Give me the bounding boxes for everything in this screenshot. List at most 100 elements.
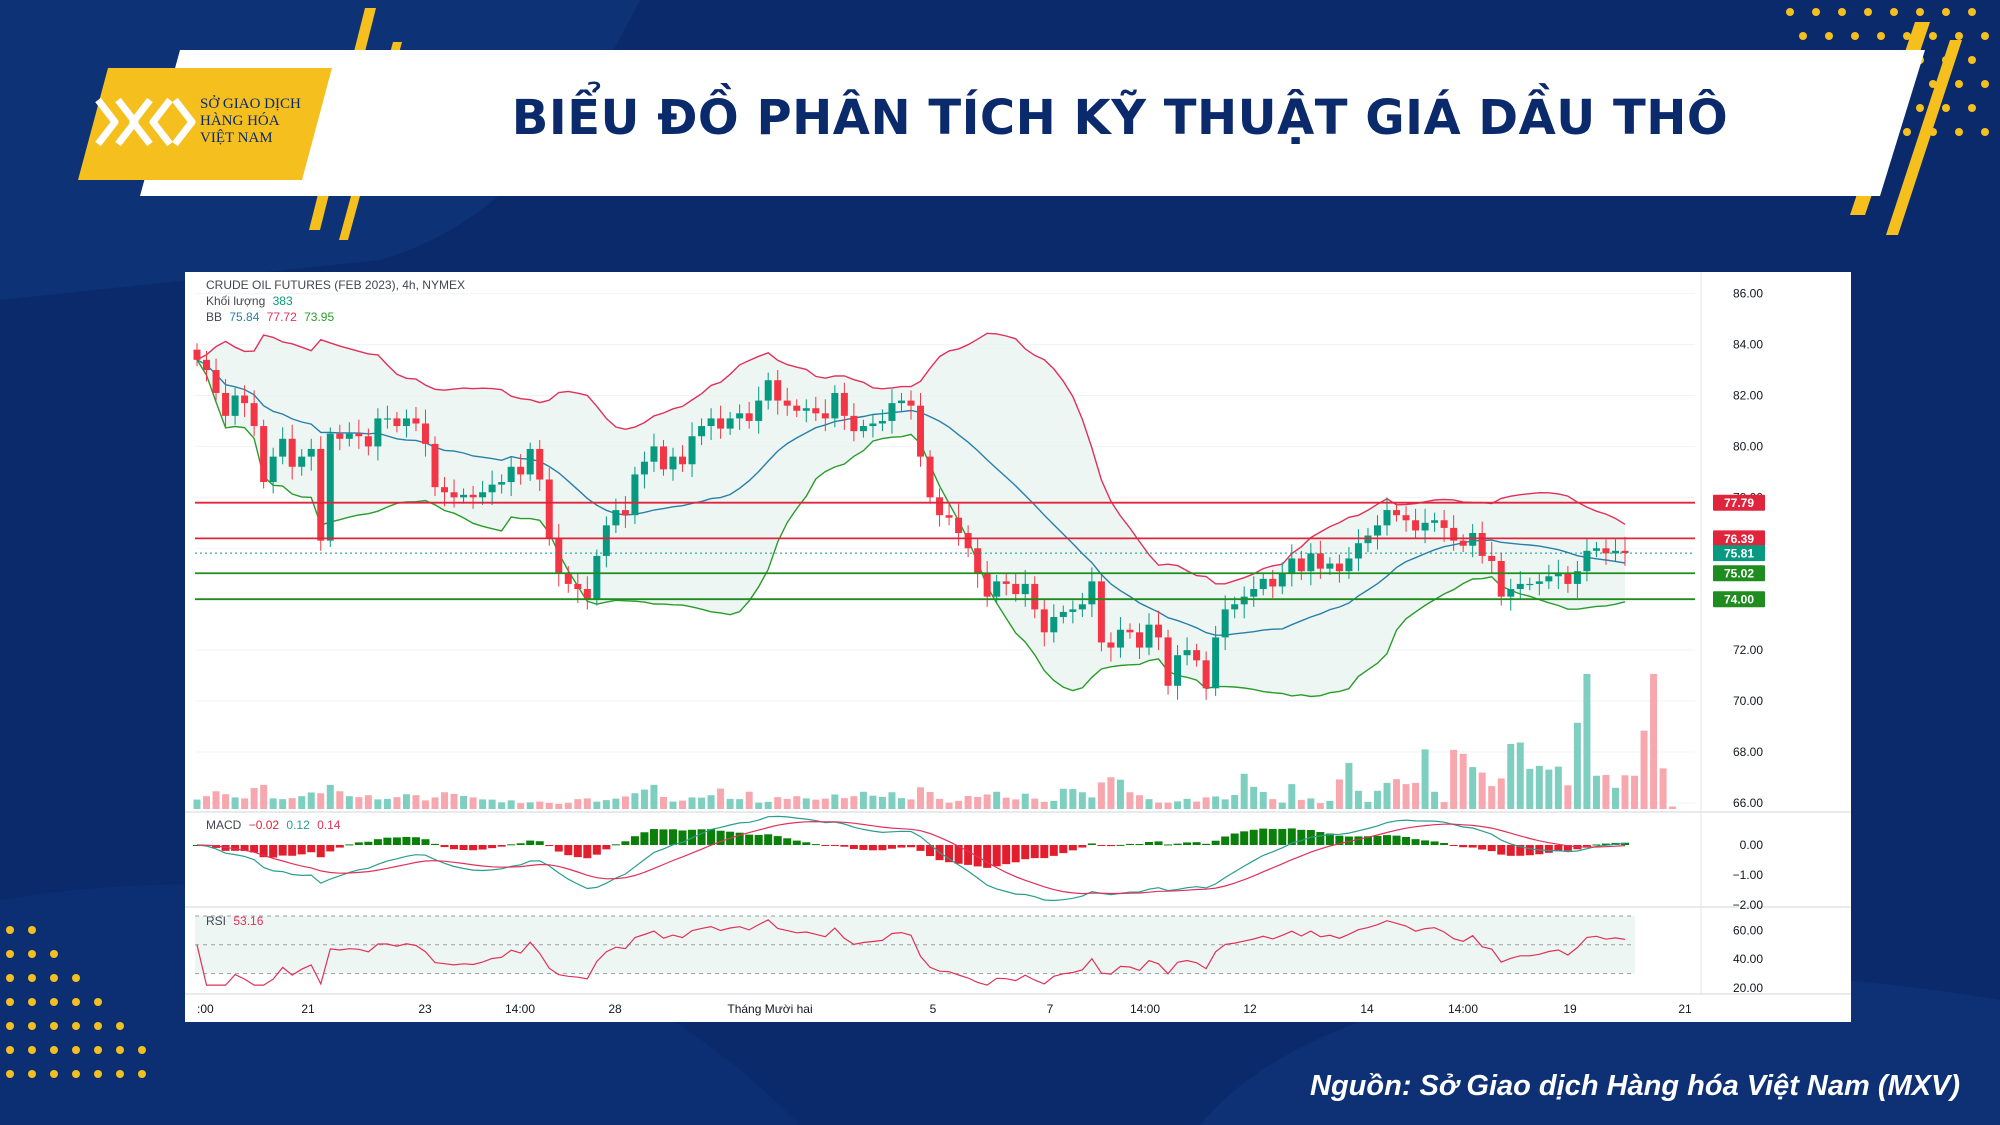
dot — [1825, 32, 1833, 40]
candle-body — [536, 448, 544, 480]
candle-body — [1450, 527, 1458, 541]
candle-body — [212, 370, 220, 393]
candle-body — [1545, 576, 1553, 582]
volume-bar — [688, 797, 696, 809]
macd-histogram-bar — [1383, 835, 1391, 845]
macd-histogram-bar — [602, 845, 611, 850]
candle-body — [1297, 558, 1305, 572]
candle-body — [850, 415, 858, 432]
candle-body — [698, 426, 706, 437]
volume-bar — [1592, 775, 1600, 809]
legend-bb: BB 75.84 77.72 73.95 — [206, 310, 334, 324]
volume-bar — [1516, 742, 1524, 809]
macd-histogram-bar — [659, 829, 668, 845]
volume-bar — [659, 796, 667, 809]
candle-body — [203, 359, 211, 371]
macd-histogram-bar — [849, 845, 858, 849]
volume-bar — [1212, 796, 1220, 809]
macd-histogram-bar — [459, 845, 468, 850]
macd-histogram-bar — [326, 845, 335, 852]
dot — [94, 1046, 102, 1054]
volume-bar — [1183, 798, 1191, 809]
dot — [138, 1046, 146, 1054]
dot — [50, 1070, 58, 1078]
candle-body — [1050, 617, 1058, 633]
dot — [1903, 128, 1911, 136]
volume-bar — [421, 800, 429, 809]
volume-bar — [269, 798, 277, 809]
candle-body — [964, 532, 972, 549]
macd-histogram-bar — [945, 845, 954, 863]
macd-histogram-bar — [926, 845, 935, 857]
macd-histogram-bar — [1544, 845, 1553, 853]
macd-histogram-bar — [231, 845, 240, 851]
candle-body — [1155, 624, 1163, 638]
macd-histogram-bar — [392, 837, 401, 845]
candle-body — [897, 400, 905, 404]
candle-body — [1040, 609, 1048, 633]
volume-bar — [583, 798, 591, 809]
macd-histogram-bar — [402, 836, 411, 845]
volume-bar — [640, 789, 648, 809]
volume-bar — [1507, 743, 1515, 809]
volume-bar — [1259, 792, 1267, 809]
legend-macd-label: MACD — [206, 818, 242, 832]
candle-body — [831, 392, 839, 419]
candle-body — [364, 436, 372, 447]
time-tick-label: 21 — [1678, 1002, 1692, 1016]
price-tick-label: 70.00 — [1733, 694, 1763, 708]
macd-histogram-bar — [830, 845, 839, 846]
volume-bar — [1488, 786, 1496, 809]
logo-line-1: SỞ GIAO DỊCH — [200, 96, 301, 112]
volume-bar — [1021, 793, 1029, 809]
volume-bar — [336, 791, 344, 809]
volume-bar — [193, 799, 201, 809]
level-tag — [1713, 494, 1765, 511]
candle-body — [1031, 583, 1039, 610]
macd-histogram-bar — [1087, 843, 1096, 845]
legend-symbol-text: CRUDE OIL FUTURES (FEB 2023), 4h, NYMEX — [206, 278, 465, 292]
macd-histogram-bar — [1421, 840, 1430, 845]
volume-bar — [364, 795, 372, 809]
volume-bar — [441, 792, 449, 809]
macd-histogram-bar — [630, 836, 639, 845]
price-chart[interactable]: 86.0084.0082.0080.0078.0076.0074.0072.00… — [185, 272, 1851, 1022]
volume-bar — [1564, 785, 1572, 809]
bb-lower-line — [196, 359, 1626, 698]
volume-bar — [993, 791, 1001, 809]
candle-body — [317, 448, 325, 541]
volume-bar — [1611, 787, 1619, 809]
chart-panel[interactable]: 86.0084.0082.0080.0078.0076.0074.0072.00… — [185, 272, 1851, 1022]
macd-histogram-bar — [964, 845, 973, 865]
dot — [6, 926, 14, 934]
candle-body — [764, 380, 772, 401]
volume-bar — [669, 801, 677, 809]
macd-histogram-bar — [278, 845, 287, 856]
macd-histogram-bar — [697, 829, 706, 845]
macd-histogram-bar — [1183, 842, 1192, 845]
macd-histogram-bar — [1249, 829, 1258, 845]
logo-line-3: VIỆT NAM — [200, 130, 273, 146]
macd-histogram-bar — [1211, 840, 1220, 845]
volume-bar — [840, 798, 848, 809]
macd-tick-label: 0.00 — [1740, 838, 1764, 852]
volume-bar — [1297, 799, 1305, 809]
level-label: 77.79 — [1724, 496, 1754, 510]
candle-body — [936, 497, 944, 516]
volume-bar — [1088, 797, 1096, 809]
volume-bar — [526, 802, 534, 809]
legend-bb-lower: 73.95 — [304, 310, 335, 324]
volume-bar — [1202, 797, 1210, 809]
candle-body — [1335, 563, 1343, 572]
volume-bar — [621, 796, 629, 809]
candle-body — [517, 466, 525, 475]
dot — [28, 1022, 36, 1030]
volume-bar — [1135, 795, 1143, 809]
dot — [28, 1070, 36, 1078]
macd-histogram-bar — [1373, 835, 1382, 845]
candle-body — [1164, 637, 1172, 686]
volume-bar — [1345, 762, 1353, 809]
volume-bar — [1002, 797, 1010, 809]
candle-body — [1097, 581, 1105, 643]
time-tick-label: 7 — [1047, 1002, 1054, 1016]
